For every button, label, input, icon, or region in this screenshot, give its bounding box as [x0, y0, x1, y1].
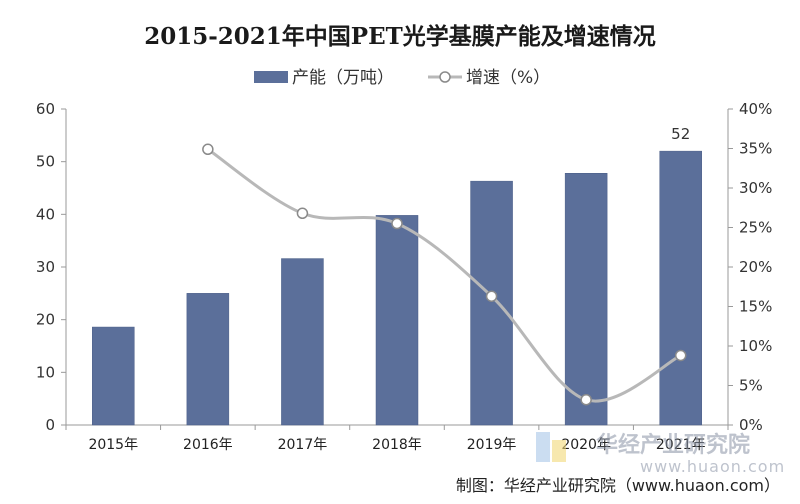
bar: [659, 150, 702, 426]
x-tick-label: 2019年: [467, 437, 517, 453]
bar: [470, 180, 513, 426]
bar: [186, 293, 230, 426]
watermark-url: www.huaon.com: [640, 457, 785, 476]
growth-point: [580, 393, 592, 406]
y-right-tick-label: 30%: [739, 179, 772, 197]
y-right-tick-label: 0%: [739, 416, 763, 434]
x-tick-label: 2018年: [372, 437, 422, 453]
y-left-tick-label: 60: [36, 100, 55, 118]
legend: 产能（万吨） 增速（%）: [254, 68, 550, 88]
x-tick-label: 2016年: [183, 437, 233, 453]
growth-point: [674, 349, 687, 362]
y-left-tick-label: 20: [36, 311, 55, 329]
legend-bar-swatch: [254, 71, 288, 83]
y-right-tick-label: 5%: [739, 377, 763, 395]
growth-point: [485, 290, 498, 302]
legend-bar-label: 产能（万吨）: [292, 68, 394, 88]
bar-data-label: 52: [671, 125, 690, 143]
legend-line-label: 增速（%）: [466, 68, 550, 88]
x-tick-label: 2020年: [561, 437, 611, 453]
data-labels: 52: [671, 125, 690, 143]
growth-point: [296, 207, 309, 220]
growth-line: [207, 148, 682, 403]
bar: [92, 326, 135, 426]
growth-point: [202, 143, 214, 156]
y-right-tick-label: 20%: [739, 258, 772, 276]
y-left-tick-label: 30: [36, 258, 55, 276]
legend-line-marker: [439, 71, 451, 83]
chart-credit: 制图：华经产业研究院（www.huaon.com）: [456, 476, 780, 495]
y-left-tick-label: 0: [45, 416, 55, 434]
bar-series: [92, 150, 702, 426]
bar: [564, 173, 608, 426]
chart-title: 2015-2021年中国PET光学基膜产能及增速情况: [144, 23, 656, 50]
axes: 0 10 20 30 40 50 60 0% 5% 10% 15% 20% 25% 30% 35% 40% 20…: [36, 100, 772, 453]
watermark-logo: [536, 432, 550, 462]
y-right-tick-label: 35%: [739, 140, 772, 158]
y-left-tick-label: 50: [36, 153, 55, 171]
y-right-tick-label: 40%: [739, 100, 772, 118]
y-right-tick-label: 25%: [739, 219, 772, 237]
x-tick-label: 2021年: [656, 437, 706, 453]
x-tick-label: 2017年: [278, 437, 328, 453]
y-right-tick-label: 10%: [739, 337, 772, 355]
y-left-tick-label: 10: [36, 363, 55, 381]
watermark: 华经产业研究院 www.huaon.com: [536, 432, 785, 476]
watermark-text: 华经产业研究院: [596, 432, 750, 458]
growth-line-series: [202, 143, 687, 406]
y-right-tick-label: 15%: [739, 298, 772, 316]
y-left-tick-label: 40: [36, 205, 55, 223]
growth-point: [391, 217, 403, 230]
x-tick-label: 2015年: [88, 437, 138, 453]
bar: [281, 258, 324, 426]
bar: [375, 215, 419, 426]
watermark-logo-accent: [552, 440, 566, 462]
